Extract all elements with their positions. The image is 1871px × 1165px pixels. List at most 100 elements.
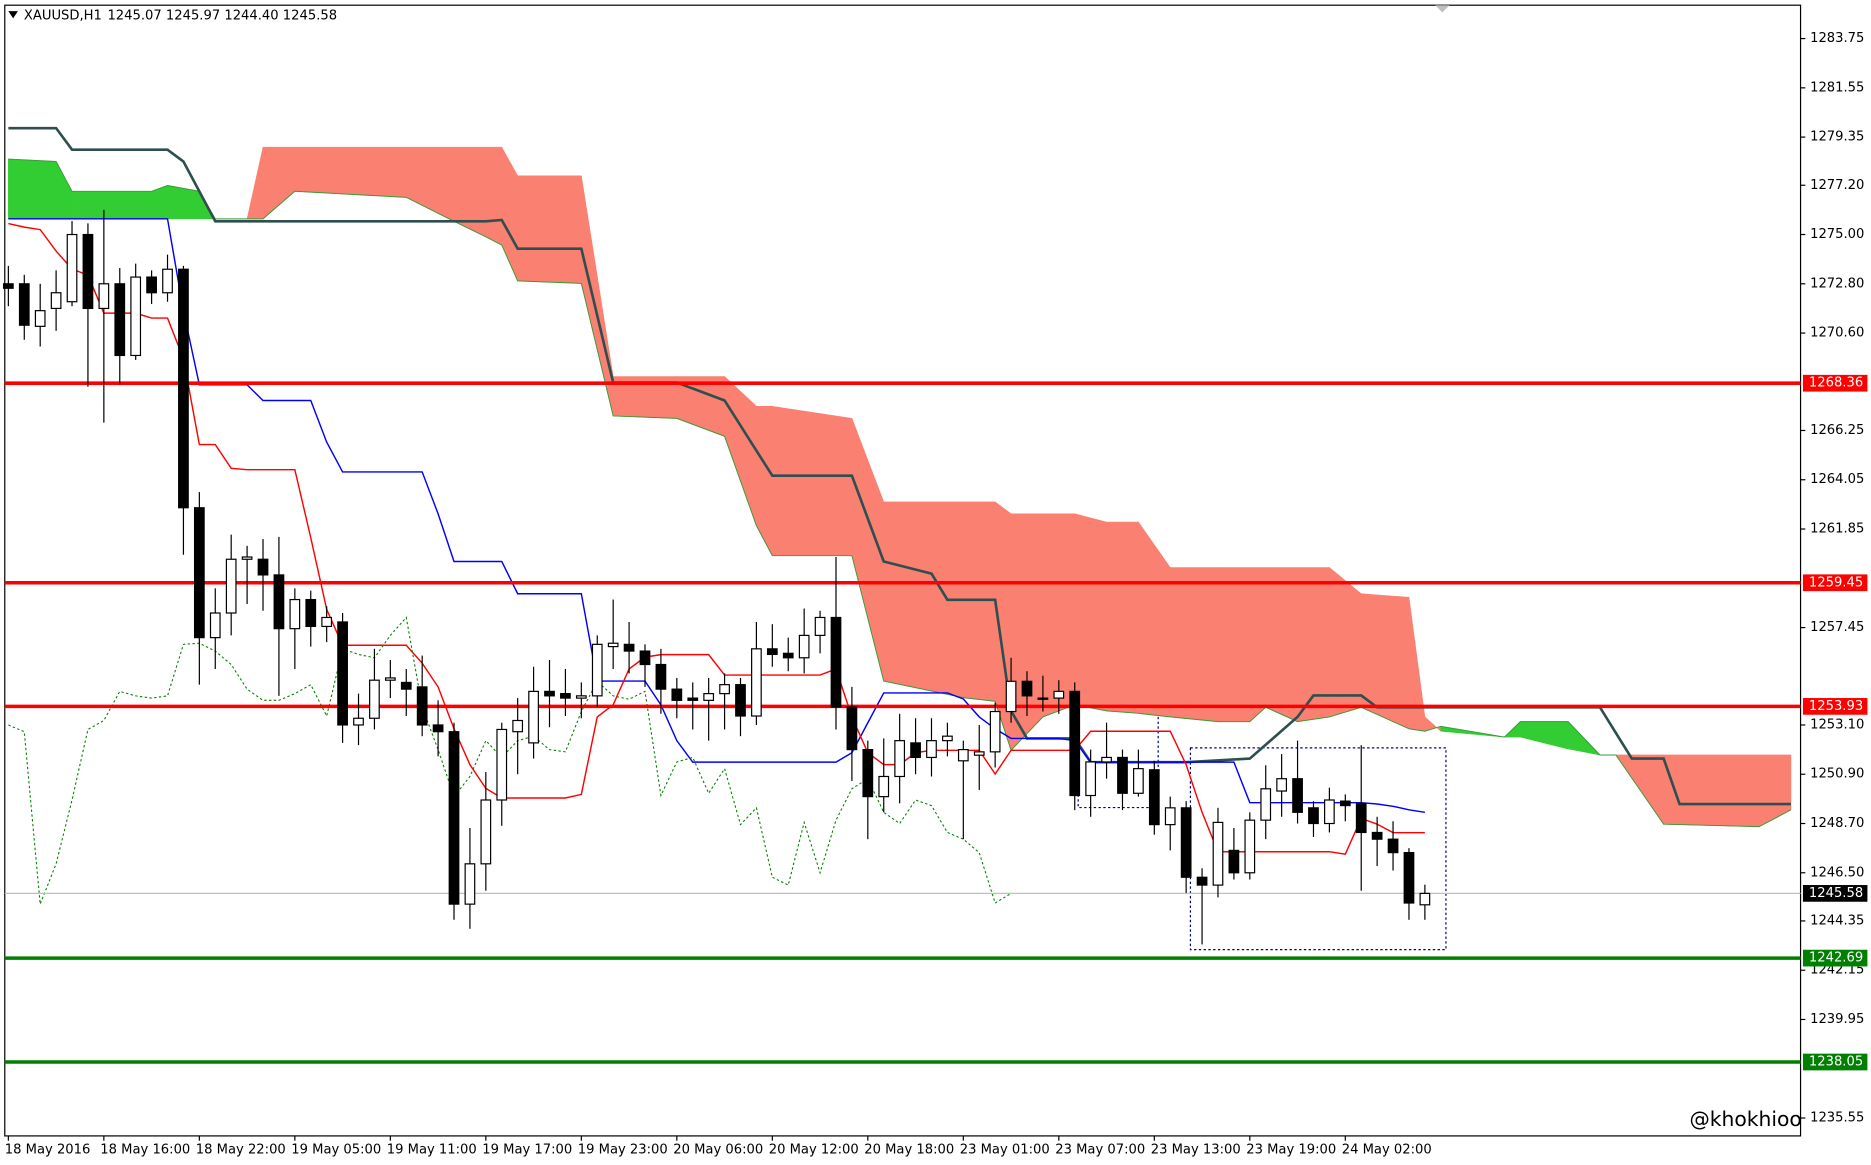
y-tick-label: 1266.25 xyxy=(1810,423,1864,438)
y-tick-label: 1244.35 xyxy=(1810,913,1864,928)
candle-body xyxy=(607,642,619,648)
candle-body xyxy=(400,681,412,690)
cloud-segment xyxy=(8,158,57,220)
candle-body xyxy=(782,652,794,659)
candle-body xyxy=(846,706,858,751)
candle-body xyxy=(1037,697,1049,700)
level-label: 1242.69 xyxy=(1809,951,1863,966)
y-tick-label: 1253.10 xyxy=(1810,717,1864,732)
cloud-segment xyxy=(485,146,503,246)
span-a-line xyxy=(8,158,1792,828)
level-label: 1259.45 xyxy=(1809,575,1863,590)
candle-body xyxy=(671,688,683,701)
candle-body xyxy=(1387,838,1399,854)
candle-body xyxy=(862,749,874,798)
candle-body xyxy=(1260,788,1272,821)
candle-body xyxy=(639,650,651,666)
candle-body xyxy=(50,292,62,310)
candle-body xyxy=(1355,802,1367,834)
candle-body xyxy=(82,233,94,310)
candle-body xyxy=(1212,821,1224,886)
cloud-segment xyxy=(772,405,853,556)
candle-body xyxy=(1085,761,1097,797)
candle-body xyxy=(798,634,810,659)
last-price-label: 1245.58 xyxy=(1809,886,1863,901)
cloud-segment xyxy=(1106,521,1139,714)
chikou-line xyxy=(8,616,1012,905)
ohlc: 1245.07 1245.97 1244.40 1245.58 xyxy=(107,8,337,23)
candle-body xyxy=(337,621,348,726)
level-label: 1238.05 xyxy=(1809,1055,1863,1070)
candle-body xyxy=(273,574,285,630)
candle-body xyxy=(830,616,842,708)
candle-body xyxy=(926,740,937,759)
level-label: 1268.36 xyxy=(1809,376,1863,391)
candle-body xyxy=(1117,756,1128,794)
candle-body xyxy=(544,690,555,697)
x-tick-label: 23 May 13:00 xyxy=(1151,1143,1241,1158)
y-tick-label: 1272.80 xyxy=(1810,276,1864,291)
candle-body xyxy=(1005,680,1017,713)
candle-body xyxy=(1180,807,1192,878)
candle-body xyxy=(910,742,921,759)
candle-body xyxy=(957,749,969,762)
x-tick-label: 23 May 01:00 xyxy=(960,1143,1050,1158)
candle-body xyxy=(1324,799,1335,825)
indicator-line xyxy=(8,222,1425,855)
candle-body xyxy=(98,283,110,310)
candle-body xyxy=(894,740,906,778)
dark-line xyxy=(8,126,1791,806)
y-tick-label: 1275.00 xyxy=(1810,227,1864,242)
candle-body xyxy=(1148,769,1160,826)
cloud-segment xyxy=(1169,567,1219,722)
menu-triangle[interactable] xyxy=(8,11,18,19)
x-tick-label: 19 May 11:00 xyxy=(387,1143,477,1158)
plot-frame xyxy=(4,4,1802,1137)
candle-body xyxy=(814,616,826,636)
candle-body xyxy=(1196,876,1208,886)
y-tick-label: 1277.20 xyxy=(1810,178,1864,193)
candle-body xyxy=(1244,819,1256,874)
candle-body xyxy=(687,697,699,701)
cloud-segment xyxy=(1663,754,1760,827)
candle-body xyxy=(560,693,571,699)
candle-body xyxy=(448,731,460,905)
candle-body xyxy=(193,507,205,639)
x-tick-label: 19 May 05:00 xyxy=(291,1143,381,1158)
candle-body xyxy=(1419,892,1431,906)
candle-body xyxy=(719,684,730,695)
level-label-box xyxy=(1802,374,1868,392)
candle-body xyxy=(591,643,603,697)
candle-body xyxy=(655,663,667,690)
cloud-segment xyxy=(71,191,152,220)
candle-body xyxy=(416,686,428,726)
x-tick-label: 19 May 23:00 xyxy=(578,1143,668,1158)
watermark: @khokhioo xyxy=(1690,1107,1802,1131)
candle-body xyxy=(1371,831,1383,840)
x-tick-label: 20 May 12:00 xyxy=(769,1143,859,1158)
cloud-segment xyxy=(1265,567,1298,723)
candle-body xyxy=(766,648,778,656)
candle-body xyxy=(18,283,30,326)
candle-body xyxy=(575,695,587,699)
shift-marker xyxy=(1435,5,1450,13)
cloud-segment xyxy=(1249,567,1267,723)
level-label: 1253.93 xyxy=(1809,699,1863,714)
candle-body xyxy=(162,268,173,294)
x-tick-label: 20 May 06:00 xyxy=(673,1143,763,1158)
cloud-segment xyxy=(963,501,996,702)
x-tick-label: 24 May 02:00 xyxy=(1342,1143,1432,1158)
candle-body xyxy=(1021,680,1033,697)
candle-body xyxy=(1133,768,1144,794)
y-tick-label: 1248.70 xyxy=(1810,816,1864,831)
x-tick-label: 18 May 16:00 xyxy=(100,1143,190,1158)
x-tick-label: 23 May 07:00 xyxy=(1055,1143,1145,1158)
y-tick-label: 1270.60 xyxy=(1810,326,1864,341)
candle-body xyxy=(1308,807,1319,825)
candle-body xyxy=(241,556,253,560)
level-label-box xyxy=(1802,698,1868,715)
candle-body xyxy=(528,690,539,744)
candle-body xyxy=(321,616,333,628)
candle-body xyxy=(1069,690,1081,797)
